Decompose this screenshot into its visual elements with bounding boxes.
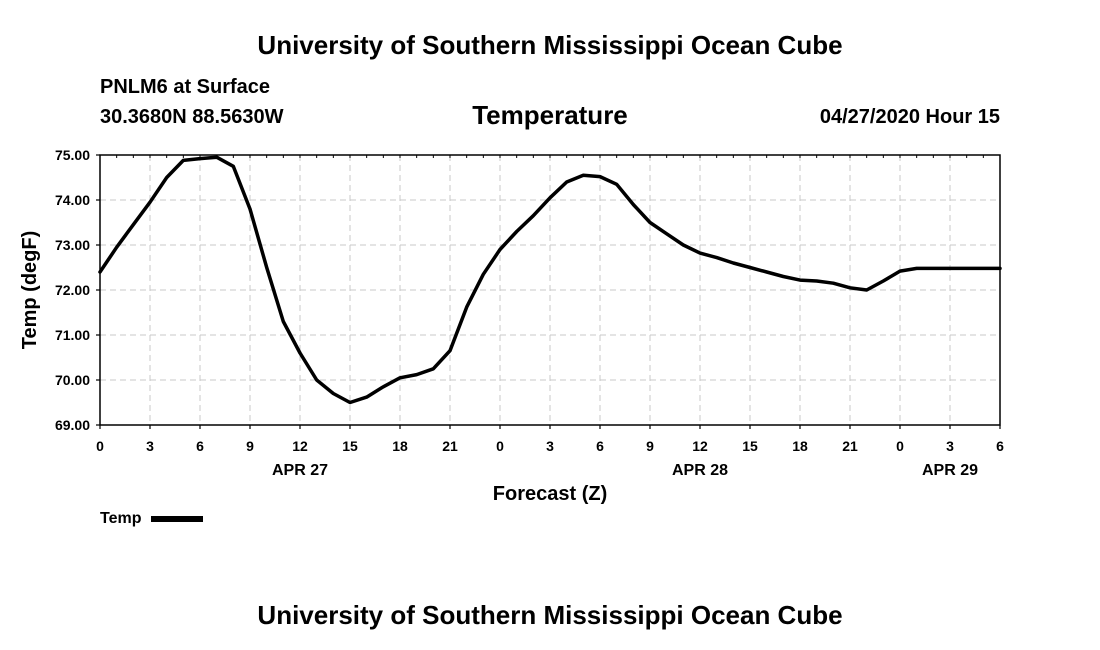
x-tick-label: 6 [596,438,604,454]
station-label: PNLM6 at Surface [100,76,271,98]
x-tick-label: 18 [392,438,408,454]
x-tick-label: 3 [146,438,154,454]
x-tick-label: 0 [96,438,104,454]
y-axis-label: Temp (degF) [19,231,41,350]
date-label: APR 29 [922,462,978,479]
forecast-datetime: 04/27/2020 Hour 15 [819,106,1000,128]
temp-series-line [98,155,1002,405]
y-tick-label: 73.00 [55,237,90,253]
y-tick-label: 70.00 [55,372,90,388]
date-labels: APR 27 APR 28 APR 29 [272,462,978,479]
x-tick-label: 15 [342,438,358,454]
coordinates-label: 30.3680N 88.5630W [100,106,284,128]
legend: Temp [100,510,204,528]
x-tick-label: 0 [496,438,504,454]
x-tick-label: 12 [292,438,308,454]
footer-title: University of Southern Mississippi Ocean… [257,600,843,630]
legend-line-swatch [151,516,204,522]
x-tick-label: 6 [996,438,1004,454]
legend-label: Temp [100,510,142,527]
y-tick-label: 69.00 [55,417,90,433]
date-label: APR 28 [672,462,728,479]
x-tick-label: 21 [842,438,858,454]
page-title: University of Southern Mississippi Ocean… [257,30,843,60]
x-tick-label: 18 [792,438,808,454]
x-tick-label: 3 [946,438,954,454]
date-label: APR 27 [272,462,328,479]
x-tick-label: 6 [196,438,204,454]
x-tick-label: 0 [896,438,904,454]
x-tick-label: 21 [442,438,458,454]
y-tick-label: 72.00 [55,282,90,298]
y-tick-label: 74.00 [55,192,90,208]
x-tick-label: 15 [742,438,758,454]
x-tick-label: 3 [546,438,554,454]
x-axis-tick-labels: 0 3 6 9 12 15 18 21 0 3 6 9 12 15 18 21 0 3 6 [96,438,1004,454]
series-layer [98,155,1002,405]
y-tick-label: 71.00 [55,327,90,343]
x-tick-label: 12 [692,438,708,454]
x-axis-label: Forecast (Z) [493,483,607,505]
y-tick-label: 75.00 [55,147,90,163]
x-tick-label: 9 [246,438,254,454]
x-tick-label: 9 [646,438,654,454]
y-axis-tick-labels: 69.00 70.00 71.00 72.00 73.00 74.00 75.00 [55,147,90,433]
axis-ticks [96,154,1001,429]
chart-title: Temperature [472,100,628,130]
